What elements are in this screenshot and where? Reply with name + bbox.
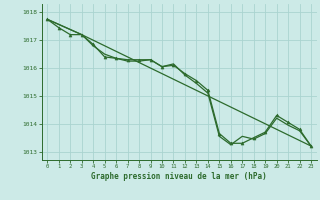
- X-axis label: Graphe pression niveau de la mer (hPa): Graphe pression niveau de la mer (hPa): [91, 172, 267, 181]
